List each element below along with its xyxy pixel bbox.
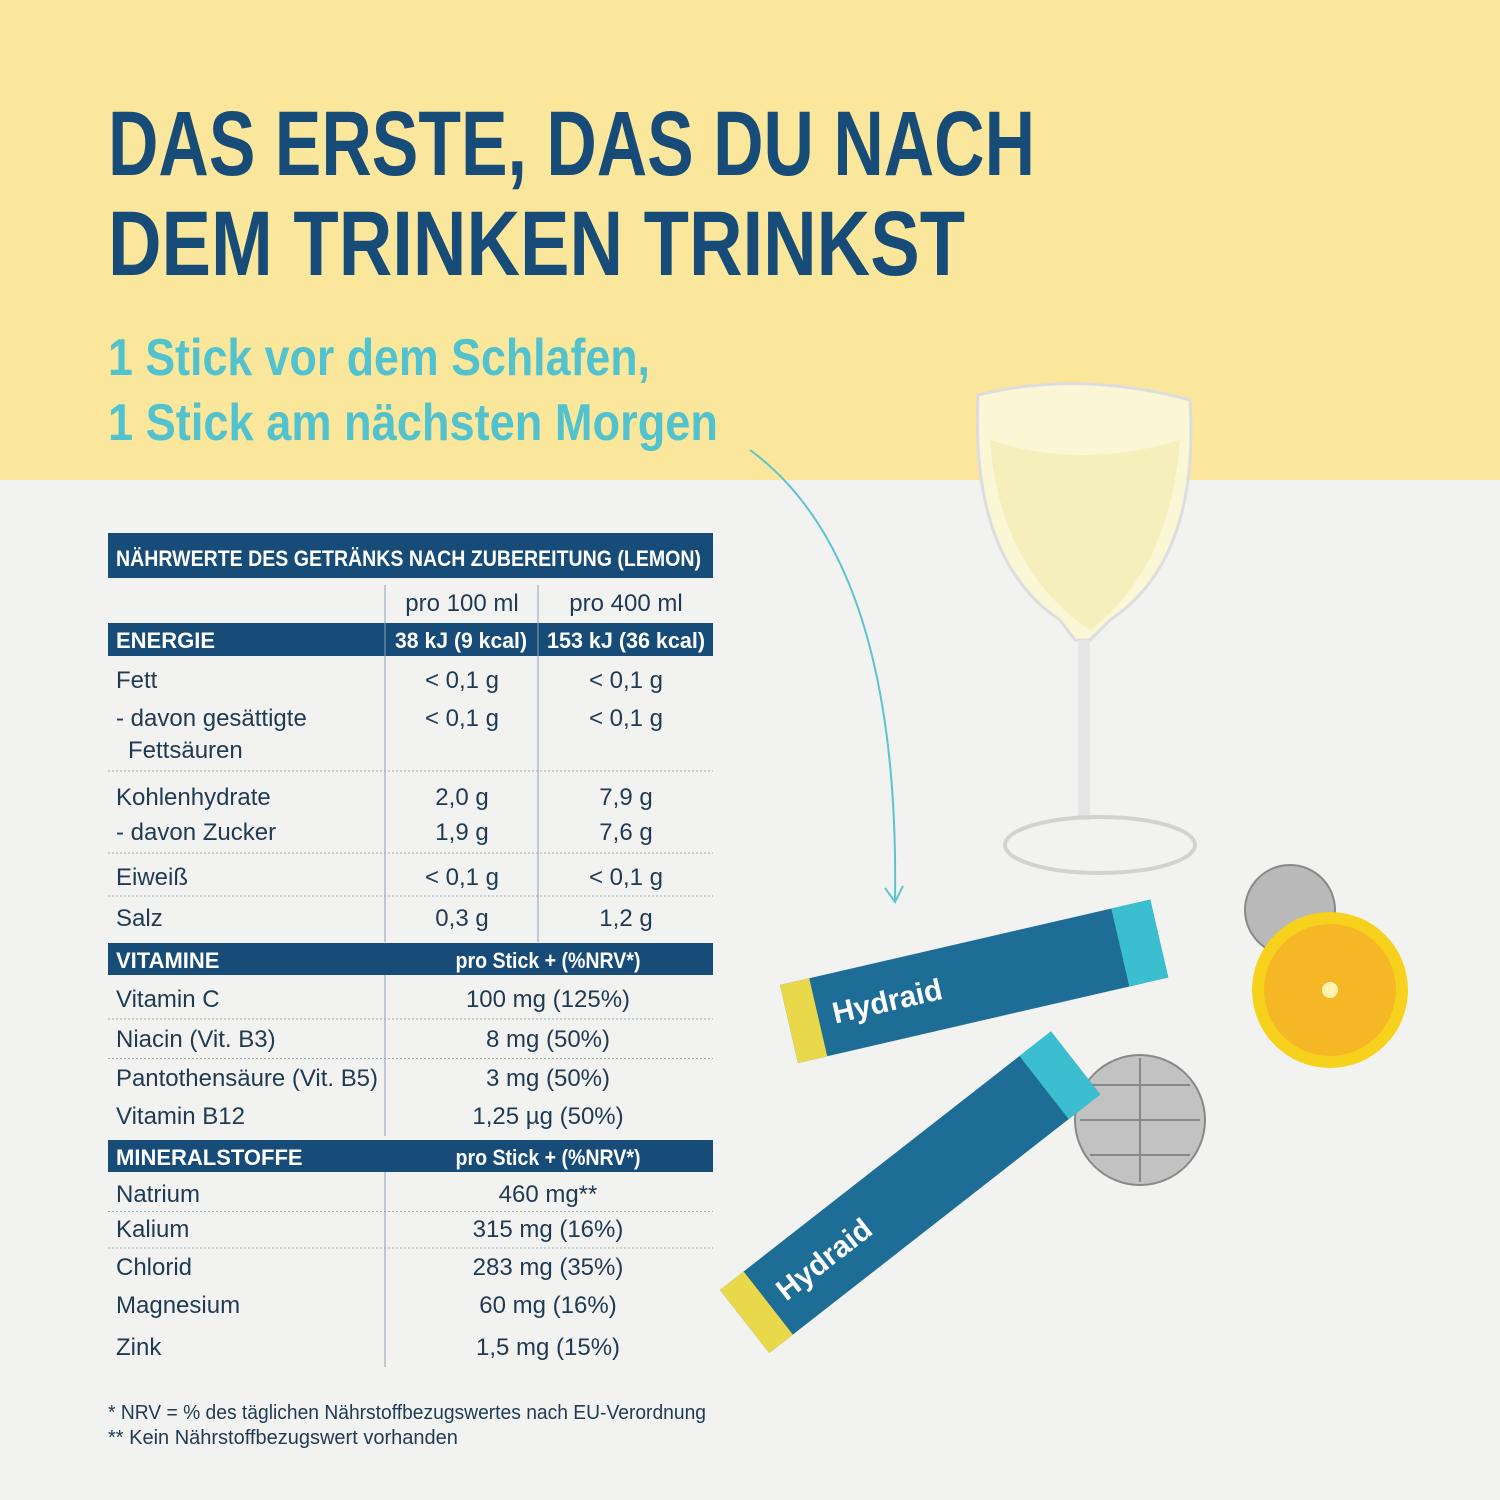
row-value: < 0,1 g <box>425 705 499 732</box>
section-header: pro Stick + (%NRV*) <box>456 948 641 973</box>
row-value: 7,9 g <box>599 784 652 811</box>
section-bar <box>108 533 713 578</box>
row-value: < 0,1 g <box>425 667 499 694</box>
row-label: Vitamin B12 <box>116 1103 245 1130</box>
row-value: 60 mg (16%) <box>479 1292 616 1319</box>
row-label: Kohlenhydrate <box>116 784 271 811</box>
arrow-head <box>884 885 904 904</box>
energy-value: 38 kJ (9 kcal) <box>395 628 527 653</box>
row-label: Salz <box>116 905 163 932</box>
row-label: Chlorid <box>116 1254 192 1281</box>
row-label: Natrium <box>116 1181 200 1208</box>
row-value: 1,9 g <box>435 819 488 846</box>
section-label: ENERGIE <box>116 628 215 653</box>
yellow-band <box>0 0 1500 480</box>
lemon <box>1252 912 1408 1068</box>
row-value: < 0,1 g <box>425 864 499 891</box>
cocktail-glass <box>975 382 1197 875</box>
row-value: 8 mg (50%) <box>486 1026 610 1053</box>
row-label: - davon gesättigte <box>116 705 307 732</box>
footnote: ** Kein Nährstoffbezugswert vorhanden <box>108 1427 458 1449</box>
section-bar <box>108 623 713 656</box>
section-bar <box>108 1140 713 1172</box>
footnote: * NRV = % des täglichen Nährstoffbezugsw… <box>108 1402 706 1424</box>
section-bar <box>108 943 713 975</box>
row-label: Zink <box>116 1334 162 1361</box>
headline: DAS ERSTE, DAS DU NACH <box>108 93 1035 195</box>
arrow <box>749 449 897 901</box>
row-label: Eiweiß <box>116 864 188 891</box>
row-label: Pantothensäure (Vit. B5) <box>116 1065 378 1092</box>
row-value: 1,2 g <box>599 905 652 932</box>
row-value: < 0,1 g <box>589 705 663 732</box>
row-value: 0,3 g <box>435 905 488 932</box>
row-label: - davon Zucker <box>116 819 276 846</box>
row-value: 1,25 µg (50%) <box>472 1103 623 1130</box>
subtitle: 1 Stick am nächsten Morgen <box>108 394 718 452</box>
column-header: pro 100 ml <box>405 590 518 617</box>
row-label: Niacin (Vit. B3) <box>116 1026 276 1053</box>
row-value: 460 mg** <box>499 1181 598 1208</box>
row-value: 7,6 g <box>599 819 652 846</box>
row-value: < 0,1 g <box>589 864 663 891</box>
row-label: Kalium <box>116 1216 189 1243</box>
energy-value: 153 kJ (36 kcal) <box>547 628 705 653</box>
row-label: Fettsäuren <box>128 737 243 764</box>
column-header: pro 400 ml <box>569 590 682 617</box>
section-label: VITAMINE <box>116 948 219 973</box>
table-title: NÄHRWERTE DES GETRÄNKS NACH ZUBEREITUNG … <box>116 546 701 571</box>
subtitle: 1 Stick vor dem Schlafen, <box>108 329 650 387</box>
row-value: 1,5 mg (15%) <box>476 1334 620 1361</box>
section-header: pro Stick + (%NRV*) <box>456 1145 641 1170</box>
section-label: MINERALSTOFFE <box>116 1145 303 1170</box>
row-value: 315 mg (16%) <box>473 1216 624 1243</box>
row-value: 283 mg (35%) <box>473 1254 624 1281</box>
row-value: 100 mg (125%) <box>466 986 630 1013</box>
headline: DEM TRINKEN TRINKST <box>108 193 965 295</box>
row-value: < 0,1 g <box>589 667 663 694</box>
stick-1: Hydraid <box>780 899 1169 1063</box>
row-label: Magnesium <box>116 1292 240 1319</box>
row-label: Fett <box>116 667 158 694</box>
row-value: 3 mg (50%) <box>486 1065 610 1092</box>
row-label: Vitamin C <box>116 986 220 1013</box>
row-value: 2,0 g <box>435 784 488 811</box>
